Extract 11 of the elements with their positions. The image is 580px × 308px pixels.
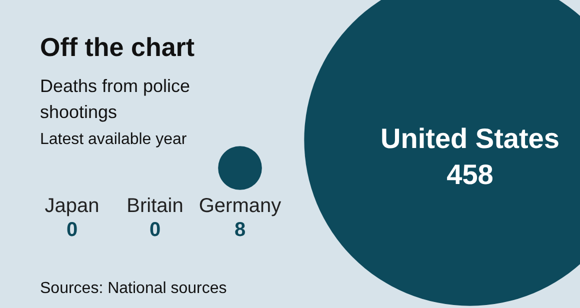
- category-label: Germany: [198, 195, 282, 217]
- category-label: Britain: [126, 195, 184, 217]
- data-label: 0: [66, 219, 78, 241]
- text: Deaths from police shootings Latest available year: [40, 76, 190, 148]
- source-note: Sources: National sources: [40, 280, 227, 297]
- category-label: Japan: [44, 195, 100, 217]
- data-label: 458: [446, 159, 494, 190]
- category-label: United States: [380, 123, 560, 154]
- text: Off the chart: [40, 32, 195, 62]
- data-label: 8: [234, 219, 246, 241]
- data-label: 0: [149, 219, 161, 241]
